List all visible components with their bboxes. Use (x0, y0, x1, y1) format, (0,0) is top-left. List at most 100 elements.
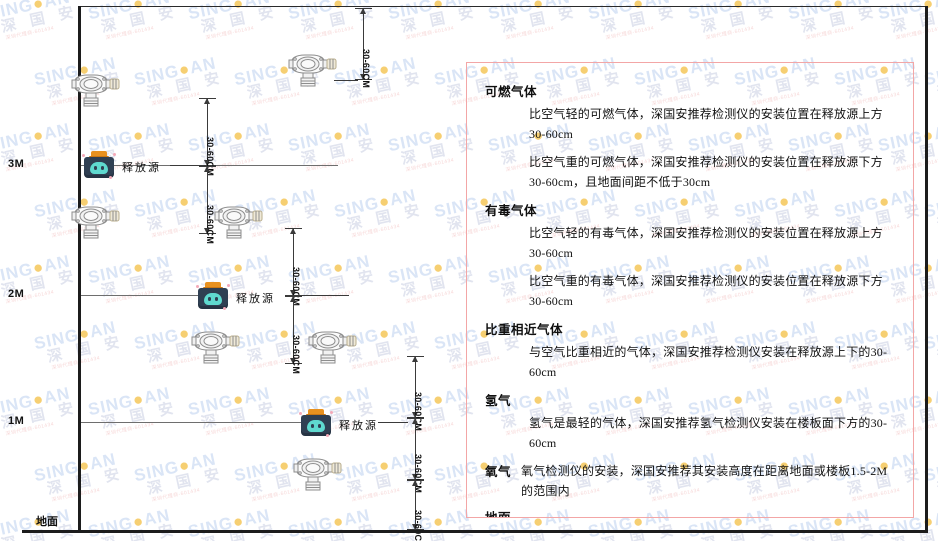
release-source-label: 释放源 (236, 293, 275, 305)
leader-3m (170, 165, 200, 166)
frame-top (78, 6, 928, 7)
panel-section-heading: 比重相近气体 (485, 323, 564, 337)
dimension-arrow-down (412, 412, 418, 418)
level-line-2m (80, 295, 198, 296)
leader-2m (291, 295, 349, 296)
dimension-arrow-down (290, 290, 296, 296)
dimension-line (292, 228, 294, 296)
source-spark (82, 154, 85, 157)
panel-paragraph: 氢气是最轻的气体，深国安推荐氢气检测仪安装在楼板面下方的30-60cm (529, 416, 888, 450)
source-spark (196, 285, 199, 288)
dimension-arrow-up (204, 98, 210, 104)
ground-label: 地面 (36, 516, 58, 528)
source-face (90, 162, 108, 174)
source-spark (113, 153, 116, 156)
source-cap (205, 282, 221, 290)
gas-detector-icon (188, 325, 242, 365)
dimension-marker: 30-60CM (404, 480, 426, 541)
source-spark (330, 411, 333, 414)
dimension-arrow-down (204, 228, 210, 234)
dimension-marker: 30-60CM (352, 8, 374, 88)
release-source-icon (196, 281, 230, 311)
dimension-arrow-down (204, 160, 210, 166)
dimension-line (414, 480, 416, 530)
gas-detector-icon (68, 68, 122, 108)
panel-section-heading: 可燃气体 (485, 85, 538, 99)
source-cap (91, 151, 107, 159)
panel-section-heading: 氧气 (485, 465, 512, 479)
panel-section-heading: 氢气 (485, 394, 512, 408)
dimension-arrow-up (412, 418, 418, 424)
leader-top (334, 80, 358, 81)
info-panel: 可燃气体比空气轻的可燃气体，深国安推荐检测仪的安装位置在释放源上方30-60cm… (466, 62, 914, 518)
dimension-arrow-down (360, 74, 366, 80)
source-spark (326, 434, 329, 437)
source-eye-left (208, 297, 211, 301)
leader-1m (378, 422, 408, 423)
dimension-marker: 30-60CM (196, 98, 218, 176)
gas-detector-icon (68, 200, 122, 240)
panel-paragraph: 比空气重的可燃气体，深国安推荐检测仪的安装位置在释放源下方30-60cm，且地面… (529, 155, 883, 189)
source-spark (227, 284, 230, 287)
source-cap (308, 409, 324, 417)
source-spark (109, 176, 112, 179)
dimension-arrow-up (360, 8, 366, 14)
dimension-line (292, 296, 294, 364)
dimension-marker: 30-60CM (282, 228, 304, 306)
source-eye-left (311, 424, 314, 428)
panel-paragraph: 比空气重的有毒气体，深国安推荐检测仪的安装位置在释放源下方30-60cm (529, 274, 883, 308)
panel-section-heading: 有毒气体 (485, 204, 538, 218)
level-line-1m (80, 422, 302, 423)
source-eye-right (215, 297, 218, 301)
source-eye-left (94, 166, 97, 170)
gas-detector-icon (285, 48, 339, 88)
dimension-line (414, 418, 416, 480)
source-spark (223, 307, 226, 310)
release-source-icon (299, 408, 333, 438)
level-label-3m: 3M (8, 158, 25, 170)
dimension-arrow-up (412, 356, 418, 362)
dimension-marker: 30-60CM (282, 296, 304, 374)
release-source-label: 释放源 (122, 162, 161, 174)
panel-paragraph: 比空气轻的有毒气体，深国安推荐检测仪的安装位置在释放源上方30-60cm (529, 226, 883, 260)
frame-left-axis (78, 6, 81, 533)
gas-detector-icon (290, 452, 344, 492)
source-spark (299, 412, 302, 415)
dimension-arrow-down (412, 474, 418, 480)
dimension-arrow-up (412, 480, 418, 486)
dimension-marker: 30-60CM (404, 356, 426, 431)
dimension-arrow-up (290, 296, 296, 302)
dimension-label: 30-60CM (361, 49, 371, 89)
frame-bottom-ground (22, 530, 928, 533)
dimension-line (414, 356, 416, 418)
gas-detector-icon (305, 325, 359, 365)
dimension-arrow-up (204, 166, 210, 172)
dimension-arrow-down (412, 524, 418, 530)
release-source-icon (82, 150, 116, 180)
dimension-arrow-up (290, 228, 296, 234)
source-face (307, 420, 325, 432)
level-label-1m: 1M (8, 415, 25, 427)
dimension-label: 30-60CM (413, 510, 423, 541)
level-label-2m: 2M (8, 288, 25, 300)
panel-paragraph: 比空气轻的可燃气体，深国安推荐检测仪的安装位置在释放源上方30-60cm (529, 107, 883, 141)
source-face (204, 293, 222, 305)
dimension-arrow-down (290, 358, 296, 364)
